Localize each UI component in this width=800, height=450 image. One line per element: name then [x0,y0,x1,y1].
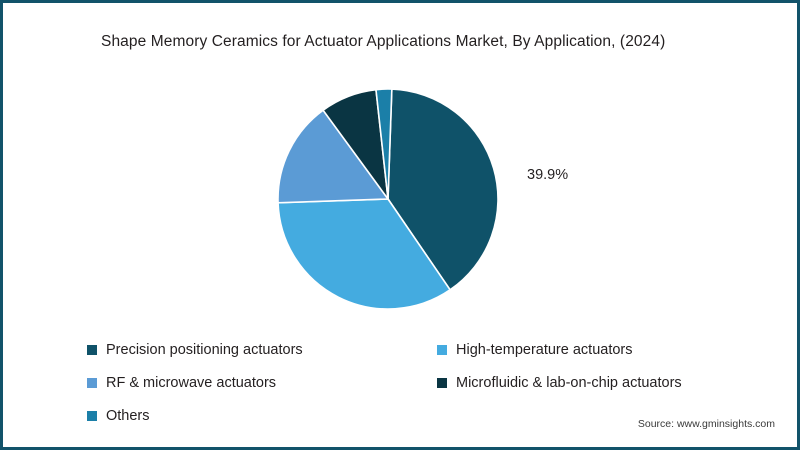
legend-swatch-icon [87,344,97,355]
legend-item-label: Microfluidic & lab-on-chip actuators [456,374,682,391]
pie-slice-group [277,88,499,310]
page-title: Shape Memory Ceramics for Actuator Appli… [101,33,666,50]
pie-data-label-precision-positioning-actuators: 39.9% [527,167,569,183]
legend-swatch-icon [87,410,97,421]
legend-row: Others [87,399,747,432]
pie-slice[interactable] [277,109,390,204]
legend-item-rf-microwave-actuators[interactable]: RF & microwave actuators [87,375,437,391]
legend-swatch-icon [87,377,97,388]
pie-slice[interactable] [387,88,499,291]
legend-item-label: Precision positioning actuators [106,341,303,358]
legend-item-high-temperature-actuators[interactable]: High-temperature actuators [437,342,747,358]
legend-item-others[interactable]: Others [87,408,437,424]
legend-swatch-icon [437,377,447,388]
legend-row: Precision positioning actuators High-tem… [87,333,747,366]
legend-item-label: Others [106,407,150,424]
chart-legend: Precision positioning actuators High-tem… [87,333,747,432]
legend-row: RF & microwave actuators Microfluidic & … [87,366,747,399]
legend-swatch-icon [437,344,447,355]
legend-item-label: High-temperature actuators [456,341,633,358]
legend-item-microfluidic-lab-on-chip-actuators[interactable]: Microfluidic & lab-on-chip actuators [437,375,747,391]
legend-item-precision-positioning-actuators[interactable]: Precision positioning actuators [87,342,437,358]
pie-slice[interactable] [375,88,393,200]
legend-item-label: RF & microwave actuators [106,374,277,391]
source-attribution: Source: www.gminsights.com [637,418,775,430]
pie-chart-svg [277,88,499,310]
pie-chart [277,88,499,310]
pie-slice[interactable] [277,198,452,310]
